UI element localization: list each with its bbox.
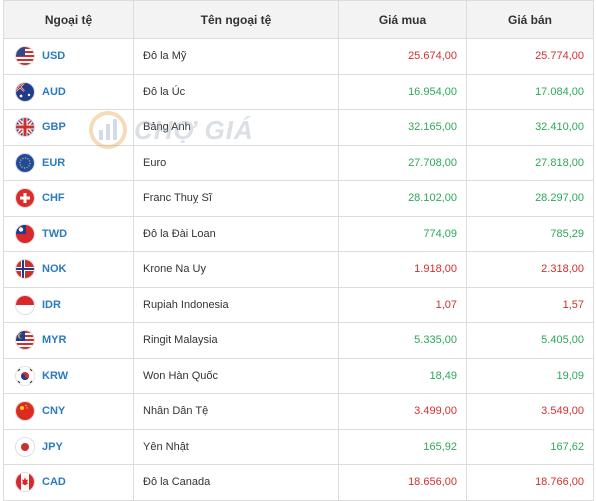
- currency-name: Won Hàn Quốc: [133, 357, 339, 394]
- sell-price: 32.410,00: [466, 109, 594, 146]
- table-row: USD Đô la Mỹ 25.674,00 25.774,00: [3, 38, 594, 75]
- buy-price: 1,07: [338, 286, 467, 323]
- currency-code-link[interactable]: GBP: [42, 121, 66, 134]
- buy-price: 5.335,00: [338, 322, 467, 359]
- currency-code-link[interactable]: AUD: [42, 85, 66, 98]
- sell-price: 19,09: [466, 357, 594, 394]
- currency-name: Đô la Đài Loan: [133, 215, 339, 252]
- buy-price: 165,92: [338, 428, 467, 465]
- buy-price: 16.954,00: [338, 73, 467, 110]
- sell-price: 1,57: [466, 286, 594, 323]
- currency-code-link[interactable]: KRW: [42, 369, 69, 382]
- currency-name: Franc Thuỵ Sĩ: [133, 180, 339, 217]
- tw-flag-icon: [16, 224, 34, 243]
- currency-code-link[interactable]: JPY: [42, 440, 63, 453]
- header-sell-price: Giá bán: [466, 0, 594, 39]
- currency-code-cell: CNY: [3, 393, 134, 430]
- currency-name: Krone Na Uy: [133, 251, 339, 288]
- table-row: MYR Ringit Malaysia 5.335,00 5.405,00: [3, 322, 594, 359]
- jp-flag-icon: [16, 437, 34, 456]
- exchange-rate-table: Ngoại tệ Tên ngoại tệ Giá mua Giá bán US…: [3, 0, 594, 501]
- currency-name: Euro: [133, 144, 339, 181]
- currency-name: Rupiah Indonesia: [133, 286, 339, 323]
- buy-price: 3.499,00: [338, 393, 467, 430]
- au-flag-icon: [16, 82, 34, 101]
- kr-flag-icon: [16, 366, 34, 385]
- buy-price: 32.165,00: [338, 109, 467, 146]
- no-flag-icon: [16, 260, 34, 279]
- table-row: NOK Krone Na Uy 1.918,00 2.318,00: [3, 251, 594, 288]
- currency-code-link[interactable]: NOK: [42, 263, 67, 276]
- table-row: EUR Euro 27.708,00 27.818,00: [3, 144, 594, 181]
- cn-flag-icon: [16, 402, 34, 421]
- currency-code-cell: JPY: [3, 428, 134, 465]
- currency-code-cell: CHF: [3, 180, 134, 217]
- table-header-row: Ngoại tệ Tên ngoại tệ Giá mua Giá bán: [3, 0, 594, 39]
- header-currency-code: Ngoại tệ: [3, 0, 134, 39]
- ca-flag-icon: [16, 473, 34, 492]
- sell-price: 18.766,00: [466, 464, 594, 501]
- table-row: CNY Nhân Dân Tệ 3.499,00 3.549,00: [3, 393, 594, 430]
- my-flag-icon: [16, 331, 34, 350]
- eu-flag-icon: [16, 153, 34, 172]
- table-body: USD Đô la Mỹ 25.674,00 25.774,00 AUD Đô la Úc…: [3, 38, 594, 501]
- currency-code-cell: IDR: [3, 286, 134, 323]
- table-row: CAD Đô la Canada 18.656,00 18.766,00: [3, 464, 594, 501]
- currency-name: Ringit Malaysia: [133, 322, 339, 359]
- currency-code-cell: NOK: [3, 251, 134, 288]
- sell-price: 3.549,00: [466, 393, 594, 430]
- sell-price: 5.405,00: [466, 322, 594, 359]
- currency-code-link[interactable]: USD: [42, 50, 66, 63]
- table-row: IDR Rupiah Indonesia 1,07 1,57: [3, 286, 594, 323]
- currency-name: Đô la Mỹ: [133, 38, 339, 75]
- currency-code-cell: GBP: [3, 109, 134, 146]
- buy-price: 774,09: [338, 215, 467, 252]
- currency-name: Yên Nhật: [133, 428, 339, 465]
- buy-price: 25.674,00: [338, 38, 467, 75]
- sell-price: 17.084,00: [466, 73, 594, 110]
- gb-flag-icon: [16, 118, 34, 137]
- sell-price: 27.818,00: [466, 144, 594, 181]
- table-row: JPY Yên Nhật 165,92 167,62: [3, 428, 594, 465]
- currency-code-cell: CAD: [3, 464, 134, 501]
- currency-code-link[interactable]: TWD: [42, 227, 68, 240]
- currency-code-link[interactable]: EUR: [42, 156, 66, 169]
- currency-code-cell: MYR: [3, 322, 134, 359]
- table-row: GBP Bảng Anh 32.165,00 32.410,00: [3, 109, 594, 146]
- buy-price: 28.102,00: [338, 180, 467, 217]
- currency-code-cell: EUR: [3, 144, 134, 181]
- table-row: AUD Đô la Úc 16.954,00 17.084,00: [3, 73, 594, 110]
- header-buy-price: Giá mua: [338, 0, 467, 39]
- currency-code-link[interactable]: CHF: [42, 192, 65, 205]
- table-row: CHF Franc Thuỵ Sĩ 28.102,00 28.297,00: [3, 180, 594, 217]
- currency-name: Đô la Canada: [133, 464, 339, 501]
- currency-name: Nhân Dân Tệ: [133, 393, 339, 430]
- currency-name: Đô la Úc: [133, 73, 339, 110]
- buy-price: 18,49: [338, 357, 467, 394]
- sell-price: 167,62: [466, 428, 594, 465]
- currency-code-link[interactable]: CNY: [42, 405, 66, 418]
- currency-name: Bảng Anh: [133, 109, 339, 146]
- table-row: KRW Won Hàn Quốc 18,49 19,09: [3, 357, 594, 394]
- us-flag-icon: [16, 47, 34, 66]
- currency-code-link[interactable]: IDR: [42, 298, 61, 311]
- table-row: TWD Đô la Đài Loan 774,09 785,29: [3, 215, 594, 252]
- currency-code-cell: TWD: [3, 215, 134, 252]
- buy-price: 1.918,00: [338, 251, 467, 288]
- currency-code-cell: KRW: [3, 357, 134, 394]
- sell-price: 2.318,00: [466, 251, 594, 288]
- currency-code-link[interactable]: MYR: [42, 334, 67, 347]
- currency-code-cell: AUD: [3, 73, 134, 110]
- buy-price: 18.656,00: [338, 464, 467, 501]
- ch-flag-icon: [16, 189, 34, 208]
- sell-price: 25.774,00: [466, 38, 594, 75]
- header-currency-name: Tên ngoại tệ: [133, 0, 339, 39]
- buy-price: 27.708,00: [338, 144, 467, 181]
- sell-price: 28.297,00: [466, 180, 594, 217]
- id-flag-icon: [16, 295, 34, 314]
- currency-code-cell: USD: [3, 38, 134, 75]
- sell-price: 785,29: [466, 215, 594, 252]
- currency-code-link[interactable]: CAD: [42, 476, 66, 489]
